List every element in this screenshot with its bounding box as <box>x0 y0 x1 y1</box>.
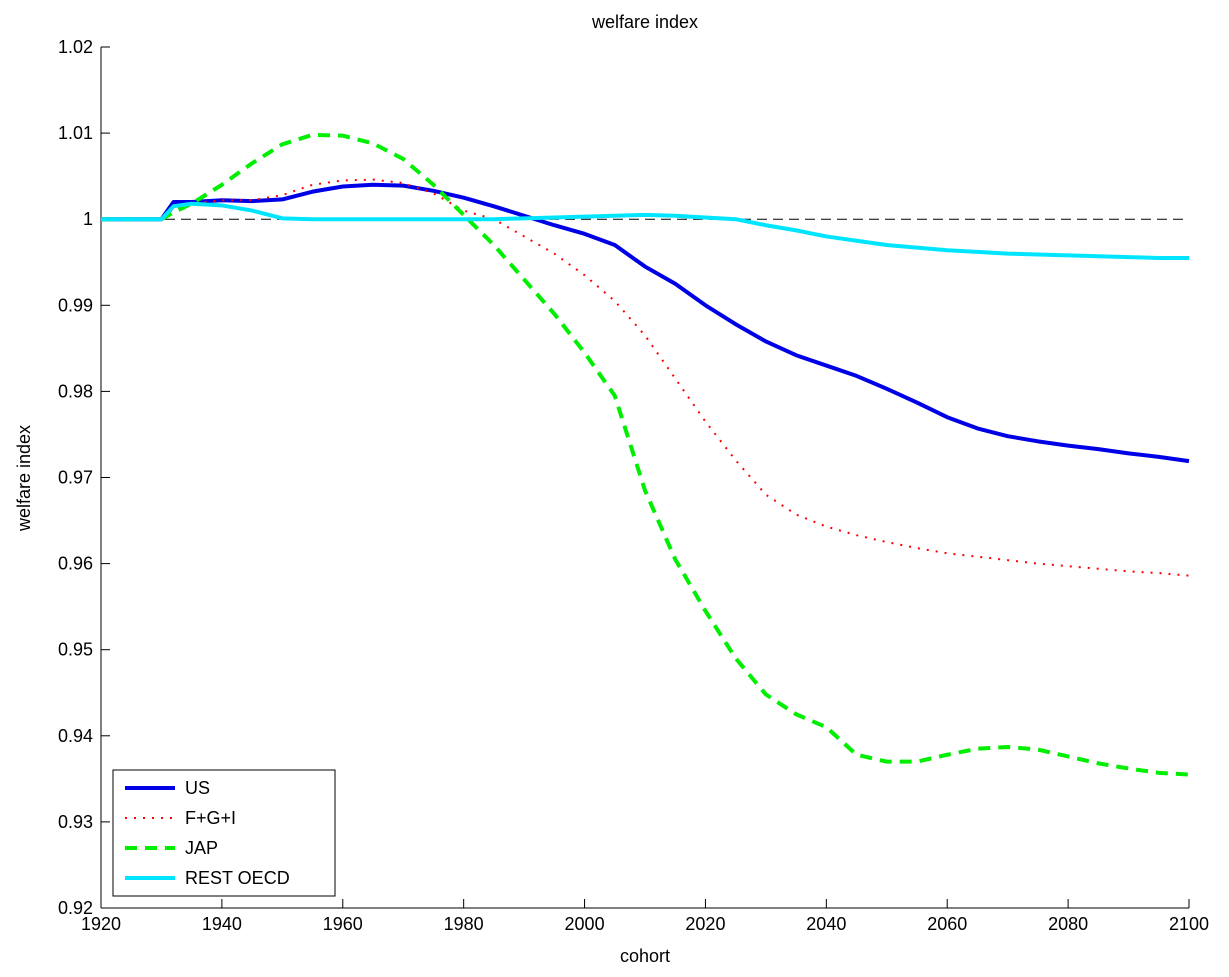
chart-title: welfare index <box>591 12 698 32</box>
x-tick-label: 2060 <box>927 914 967 934</box>
y-axis-label: welfare index <box>14 425 34 532</box>
legend-label: US <box>185 778 210 798</box>
x-tick-label: 1980 <box>444 914 484 934</box>
x-axis-label: cohort <box>620 946 670 966</box>
legend-label: F+G+I <box>185 808 236 828</box>
y-tick-label: 0.98 <box>58 381 93 401</box>
series-line <box>101 201 1189 260</box>
x-tick-label: 2100 <box>1169 914 1209 934</box>
x-tick-label: 1960 <box>323 914 363 934</box>
y-tick-label: 0.95 <box>58 640 93 660</box>
x-tick-label: 2020 <box>685 914 725 934</box>
legend-label: REST OECD <box>185 868 290 888</box>
y-tick-label: 0.92 <box>58 898 93 918</box>
x-tick-label: 1920 <box>81 914 121 934</box>
y-tick-label: 0.93 <box>58 812 93 832</box>
y-tick-label: 1 <box>83 209 93 229</box>
x-tick-label: 2040 <box>806 914 846 934</box>
y-tick-label: 0.94 <box>58 726 93 746</box>
y-tick-label: 0.96 <box>58 554 93 574</box>
series-line <box>101 178 1190 577</box>
legend-box <box>112 769 336 897</box>
y-tick-label: 0.97 <box>58 468 93 488</box>
legend-label: JAP <box>185 838 218 858</box>
x-tick-label: 2000 <box>565 914 605 934</box>
y-tick-label: 1.01 <box>58 123 93 143</box>
series-line <box>101 132 1190 777</box>
x-tick-label: 2080 <box>1048 914 1088 934</box>
series-line <box>101 182 1190 464</box>
x-tick-label: 1940 <box>202 914 242 934</box>
y-tick-label: 0.99 <box>58 295 93 315</box>
y-tick-label: 1.02 <box>58 37 93 57</box>
